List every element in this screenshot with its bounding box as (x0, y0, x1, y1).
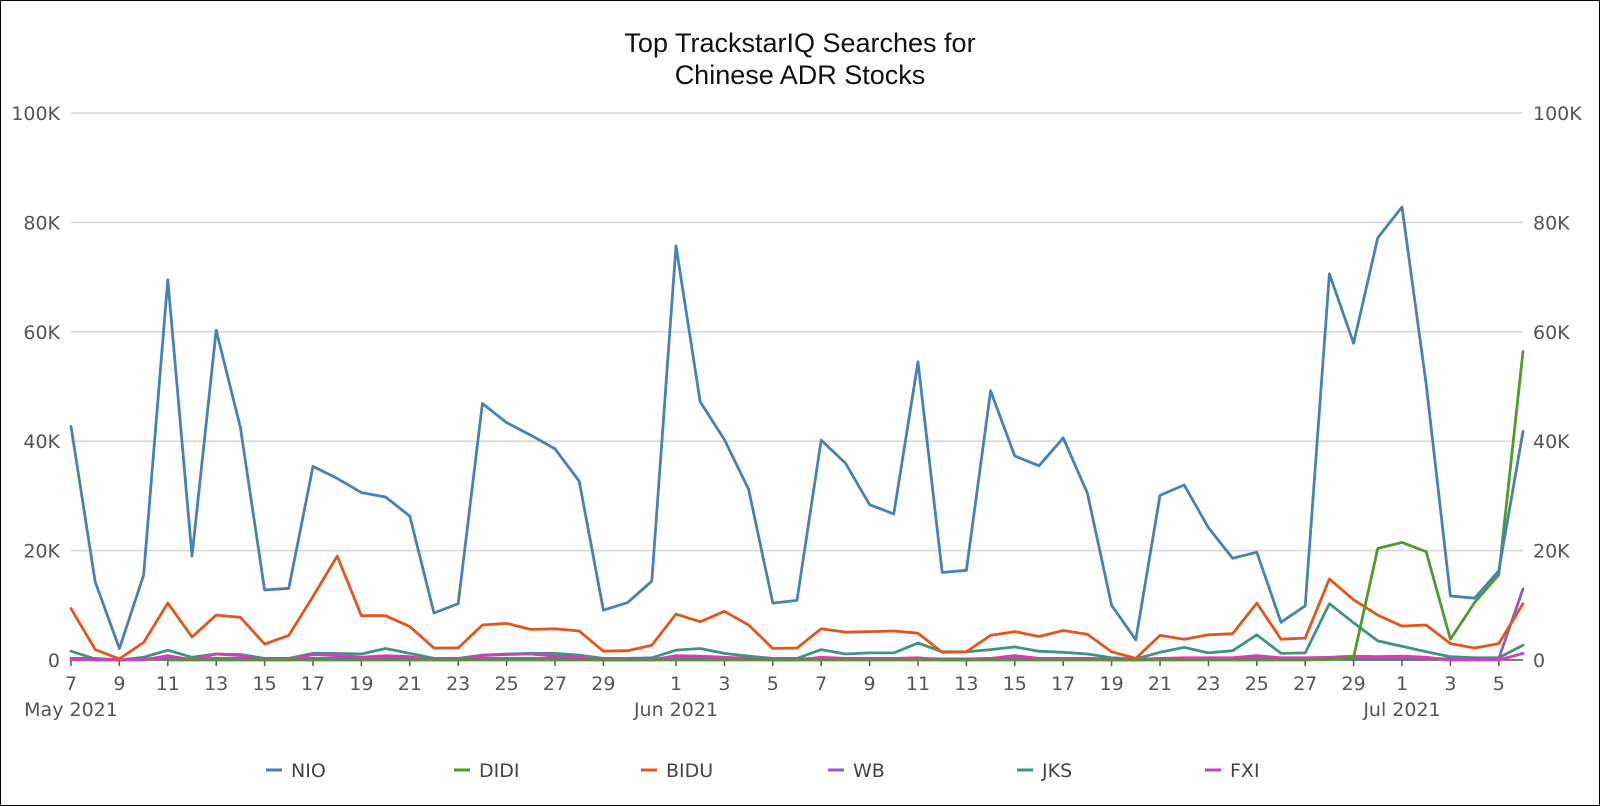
x-month-label: May 2021 (24, 699, 118, 721)
legend-item-bidu[interactable]: BIDU (641, 760, 713, 782)
legend-label: BIDU (666, 760, 713, 782)
x-tick-label: 3 (1444, 673, 1456, 695)
x-tick-label: 9 (113, 673, 125, 695)
x-axis: 7 9 11 13 15 17 19 21 23 25 27 29 1 3 5 7 9 11 13 15 17 19 21 2… (24, 659, 1523, 721)
x-tick-label: 15 (253, 673, 277, 695)
chart-title-line-2: Chinese ADR Stocks (675, 60, 926, 90)
y-tick-label-left: 20K (23, 541, 60, 563)
x-tick-label: 27 (543, 673, 567, 695)
chart-title-line-1: Top TrackstarIQ Searches for (624, 28, 975, 58)
x-tick-label: 1 (670, 673, 682, 695)
y-tick-label-right: 100K (1533, 103, 1582, 125)
series-line-jks (69, 602, 1525, 662)
x-tick-label: 23 (1196, 673, 1220, 695)
x-tick-label: 15 (1003, 673, 1027, 695)
legend-label: FXI (1230, 760, 1260, 782)
y-tick-label-right: 80K (1533, 212, 1570, 234)
y-tick-label-left: 60K (23, 322, 60, 344)
legend[interactable]: NIO DIDI BIDU WB JKS FXI (266, 760, 1260, 782)
x-tick-label: 27 (1293, 673, 1317, 695)
legend-item-fxi[interactable]: FXI (1205, 760, 1260, 782)
x-tick-label: 29 (591, 673, 615, 695)
x-tick-label: 17 (301, 673, 325, 695)
x-tick-label: 1 (1396, 673, 1408, 695)
x-tick-label: 3 (718, 673, 730, 695)
x-tick-label: 5 (767, 673, 779, 695)
y-tick-label-right: 0 (1533, 650, 1545, 672)
x-tick-label: 13 (954, 673, 978, 695)
y-tick-label-right: 40K (1533, 431, 1570, 453)
x-tick-label: 13 (204, 673, 228, 695)
legend-item-didi[interactable]: DIDI (454, 760, 519, 782)
x-tick-label: 23 (446, 673, 470, 695)
series-line-bidu (69, 554, 1525, 661)
x-tick-label: 21 (398, 673, 422, 695)
y-tick-label-right: 60K (1533, 322, 1570, 344)
x-tick-label: 17 (1051, 673, 1075, 695)
x-tick-label: 5 (1493, 673, 1505, 695)
x-tick-label: 7 (65, 673, 77, 695)
x-tick-label: 11 (156, 673, 180, 695)
legend-label: JKS (1041, 760, 1072, 782)
x-tick-label: 9 (864, 673, 876, 695)
x-tick-label: 29 (1342, 673, 1366, 695)
x-tick-label: 25 (1245, 673, 1269, 695)
x-tick-label: 25 (495, 673, 519, 695)
legend-item-jks[interactable]: JKS (1017, 760, 1072, 782)
y-tick-label-right: 20K (1533, 541, 1570, 563)
series-line-nio (69, 205, 1525, 650)
gridlines (71, 112, 1523, 552)
y-tick-label-left: 80K (23, 212, 60, 234)
y-axis-right-labels: 0 20K 40K 60K 80K 100K (1533, 103, 1582, 672)
y-tick-label-left: 100K (11, 103, 60, 125)
x-month-label: Jun 2021 (633, 699, 718, 721)
x-tick-label: 7 (815, 673, 827, 695)
legend-label: DIDI (479, 760, 519, 782)
y-tick-label-left: 40K (23, 431, 60, 453)
series-line-didi (166, 350, 1525, 662)
legend-label: WB (853, 760, 885, 782)
x-tick-label: 19 (349, 673, 373, 695)
legend-label: NIO (291, 760, 326, 782)
legend-item-nio[interactable]: NIO (266, 760, 326, 782)
legend-item-wb[interactable]: WB (828, 760, 885, 782)
x-tick-label: 21 (1148, 673, 1172, 695)
x-tick-label: 11 (906, 673, 930, 695)
series-lines (69, 205, 1525, 662)
y-tick-label-left: 0 (48, 650, 60, 672)
x-tick-label: 19 (1100, 673, 1124, 695)
x-month-label: Jul 2021 (1362, 699, 1440, 721)
y-axis-left-labels: 0 20K 40K 60K 80K 100K (11, 103, 60, 672)
